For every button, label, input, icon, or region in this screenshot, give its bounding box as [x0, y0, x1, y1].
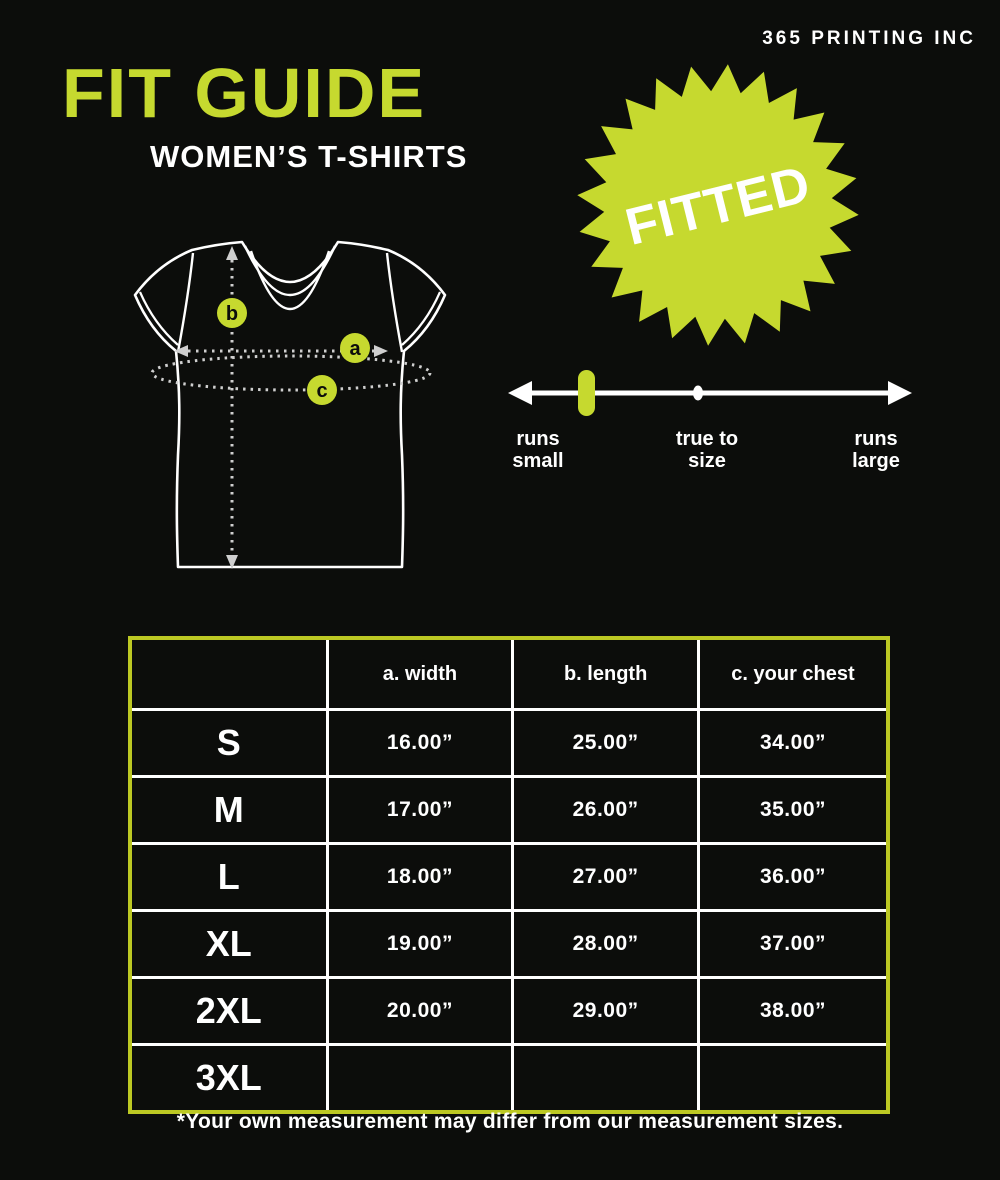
scale-label-true-to-size: true to size: [675, 428, 739, 472]
width-value: 16.00”: [325, 708, 515, 778]
width-arrow-left: [174, 345, 188, 357]
table-row-xl: XL 19.00” 28.00” 37.00”: [128, 909, 890, 979]
width-value: 18.00”: [325, 842, 515, 912]
scale-fit-marker: [578, 370, 595, 416]
right-armhole-seam: [385, 252, 404, 353]
chest-value: 34.00”: [696, 708, 890, 778]
size-label: 2XL: [128, 976, 329, 1046]
scale-center-dot: [693, 385, 703, 401]
length-arrow-down: [226, 555, 238, 569]
marker-letter-b: b: [226, 303, 238, 325]
length-value: 28.00”: [511, 909, 700, 979]
header-cell-chest: c. your chest: [696, 636, 890, 711]
size-label: 3XL: [128, 1043, 329, 1114]
width-value: 19.00”: [325, 909, 515, 979]
collar-rib-line-2: [249, 250, 331, 311]
chest-value: [696, 1043, 890, 1114]
left-armhole-seam: [176, 252, 195, 353]
page-subtitle: WOMEN’S T-SHIRTS: [150, 139, 468, 174]
table-row-s: S 16.00” 25.00” 34.00”: [128, 708, 890, 778]
width-value: [325, 1043, 515, 1114]
fit-scale: [508, 370, 912, 416]
chest-value: 36.00”: [696, 842, 890, 912]
left-cuff-stitch: [138, 291, 179, 346]
length-arrow-up: [226, 246, 238, 260]
scale-label-runs-large: runs large: [852, 428, 900, 472]
length-value: 26.00”: [511, 775, 700, 845]
length-value: [511, 1043, 700, 1114]
size-chart-table: a. width b. length c. your chest S 16.00…: [128, 636, 890, 1114]
page-title: FIT GUIDE: [62, 54, 427, 132]
size-label: M: [128, 775, 329, 845]
table-header-row: a. width b. length c. your chest: [128, 636, 890, 711]
chest-value: 37.00”: [696, 909, 890, 979]
length-value: 29.00”: [511, 976, 700, 1046]
chest-circumference-dotted-ellipse: [150, 354, 432, 392]
marker-letter-a: a: [349, 338, 361, 360]
width-value: 20.00”: [325, 976, 515, 1046]
chest-value: 38.00”: [696, 976, 890, 1046]
width-arrow-right: [374, 345, 388, 357]
table-row-3xl: 3XL: [128, 1043, 890, 1114]
scale-arrow-right: [888, 381, 912, 405]
tshirt-diagram: b a c: [133, 240, 447, 569]
marker-circle-c: [307, 375, 337, 405]
right-cuff-stitch: [401, 291, 442, 346]
fitted-badge-star-shape: [577, 64, 859, 346]
header-cell-width: a. width: [325, 636, 515, 711]
length-value: 27.00”: [511, 842, 700, 912]
marker-letter-c: c: [316, 380, 327, 402]
size-label: L: [128, 842, 329, 912]
chest-value: 35.00”: [696, 775, 890, 845]
header-cell-empty: [128, 636, 329, 711]
size-label: S: [128, 708, 329, 778]
fitted-badge: FITTED: [577, 64, 859, 346]
length-value: 25.00”: [511, 708, 700, 778]
tshirt-outline: [133, 240, 447, 569]
size-label: XL: [128, 909, 329, 979]
table-row-2xl: 2XL 20.00” 29.00” 38.00”: [128, 976, 890, 1046]
width-value: 17.00”: [325, 775, 515, 845]
brand-name: 365 PRINTING INC: [762, 28, 976, 49]
header-cell-length: b. length: [511, 636, 700, 711]
marker-circle-a: [340, 333, 370, 363]
table-row-l: L 18.00” 27.00” 36.00”: [128, 842, 890, 912]
table-row-m: M 17.00” 26.00” 35.00”: [128, 775, 890, 845]
scale-arrow-left: [508, 381, 532, 405]
marker-circle-b: [217, 298, 247, 328]
measurement-disclaimer: *Your own measurement may differ from ou…: [176, 1110, 844, 1133]
scale-label-runs-small: runs small: [512, 428, 564, 472]
